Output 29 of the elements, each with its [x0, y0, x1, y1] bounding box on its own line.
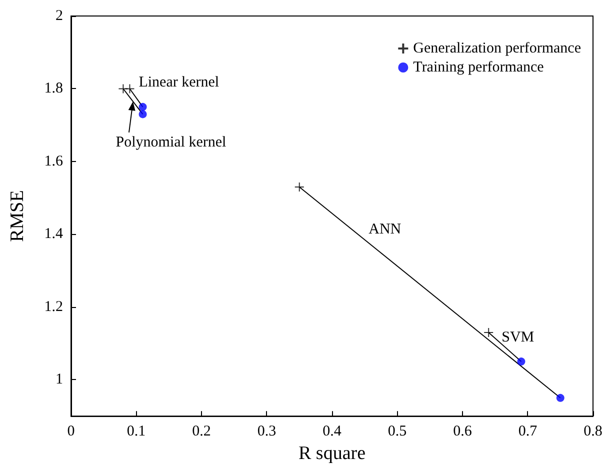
x-tick-label: 0.3	[257, 424, 276, 440]
annotation: Linear kernel	[138, 74, 220, 91]
x-tick-label: 0.5	[388, 424, 407, 440]
y-tick-label: 1.8	[44, 80, 63, 97]
x-tick-label: 0	[67, 424, 75, 440]
annotation: Polynomial kernel	[116, 134, 226, 150]
y-tick-label: 1.2	[44, 298, 63, 315]
x-tick-label: 0.8	[584, 424, 602, 440]
legend-label: Training performance	[413, 60, 544, 76]
point	[138, 102, 147, 111]
y-tick-label: 1	[56, 372, 63, 388]
y-tick-label: 1.6	[44, 153, 64, 170]
legend-label: Generalization performance	[413, 40, 582, 56]
annotation: ANN	[368, 222, 402, 238]
point	[556, 394, 564, 402]
x-tick-label: 0.6	[453, 424, 472, 440]
x-tick-label: 0.2	[192, 424, 211, 440]
point	[517, 358, 526, 366]
point	[484, 327, 494, 338]
x-tick-label: 0.7	[518, 424, 538, 440]
x-tick-label: 0.4	[322, 424, 342, 440]
x-axis-title: R square	[298, 443, 366, 464]
point	[294, 182, 304, 192]
y-axis-title: RMSE	[7, 190, 28, 242]
y-tick-label: 2	[56, 8, 63, 24]
point	[138, 110, 147, 118]
annotation: SVM	[502, 329, 534, 346]
y-tick-label: 1.4	[44, 226, 64, 242]
x-tick-label: 0.1	[126, 424, 146, 440]
